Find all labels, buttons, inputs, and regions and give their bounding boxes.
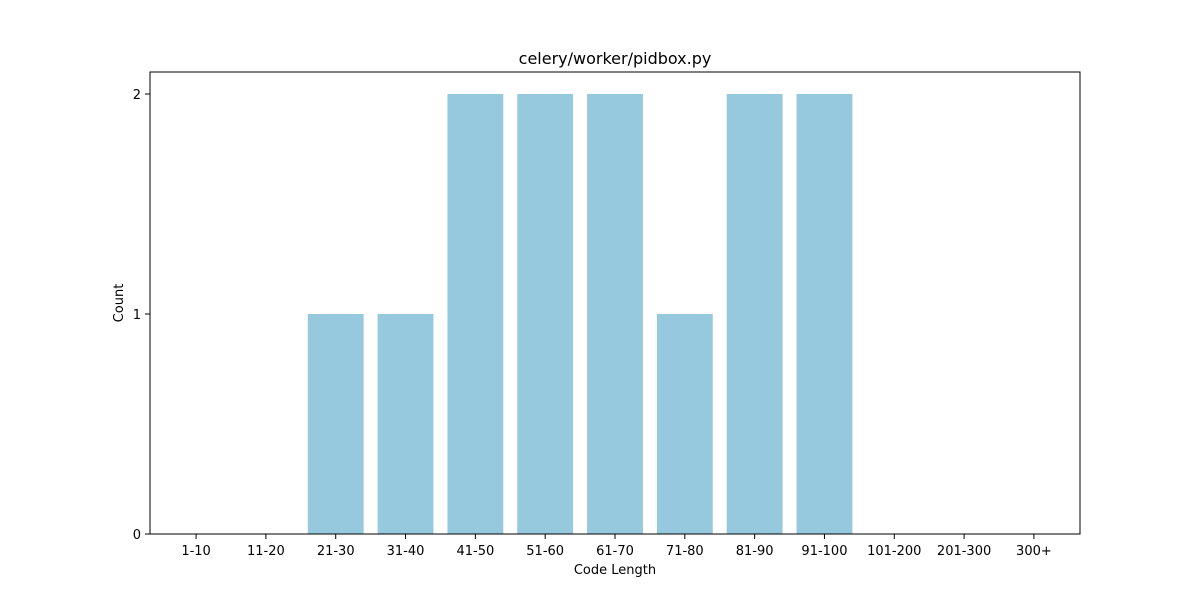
x-tick-label: 51-60 [526, 544, 564, 559]
x-tick-label: 101-200 [867, 544, 921, 559]
x-tick-label: 31-40 [387, 544, 425, 559]
y-tick-label: 1 [133, 308, 141, 323]
y-tick-label: 2 [133, 88, 141, 103]
bar-31-40 [377, 314, 434, 534]
x-tick-label: 201-300 [937, 544, 991, 559]
bar-51-60 [517, 94, 574, 534]
y-tick-label: 0 [133, 528, 141, 543]
x-tick-label: 1-10 [181, 544, 211, 559]
bar-61-70 [587, 94, 643, 534]
bar-21-30 [307, 314, 364, 534]
bar-81-90 [726, 94, 783, 534]
x-axis-ticks: 1-10 11-20 21-30 31-40 41-50 51-60 61-70 71-80 8… [181, 534, 1052, 559]
x-tick-label: 11-20 [247, 544, 285, 559]
x-tick-label: 21-30 [317, 544, 355, 559]
x-tick-label: 91-100 [801, 544, 847, 559]
bar-71-80 [656, 314, 713, 534]
bar-41-50 [447, 94, 504, 534]
x-tick-label: 41-50 [456, 544, 494, 559]
x-tick-label: 61-70 [596, 544, 634, 559]
y-axis-title: Count [112, 284, 127, 323]
x-tick-label: 81-90 [736, 544, 774, 559]
plot-area-frame [149, 71, 1081, 535]
chart-title: celery/worker/pidbox.py [519, 49, 712, 68]
x-tick-label: 300+ [1016, 544, 1052, 559]
x-tick-label: 71-80 [666, 544, 704, 559]
bars-group [307, 94, 853, 534]
bar-91-100 [796, 94, 853, 534]
x-axis-title: Code Length [574, 563, 656, 578]
y-axis-ticks: 0 1 2 [133, 88, 150, 543]
